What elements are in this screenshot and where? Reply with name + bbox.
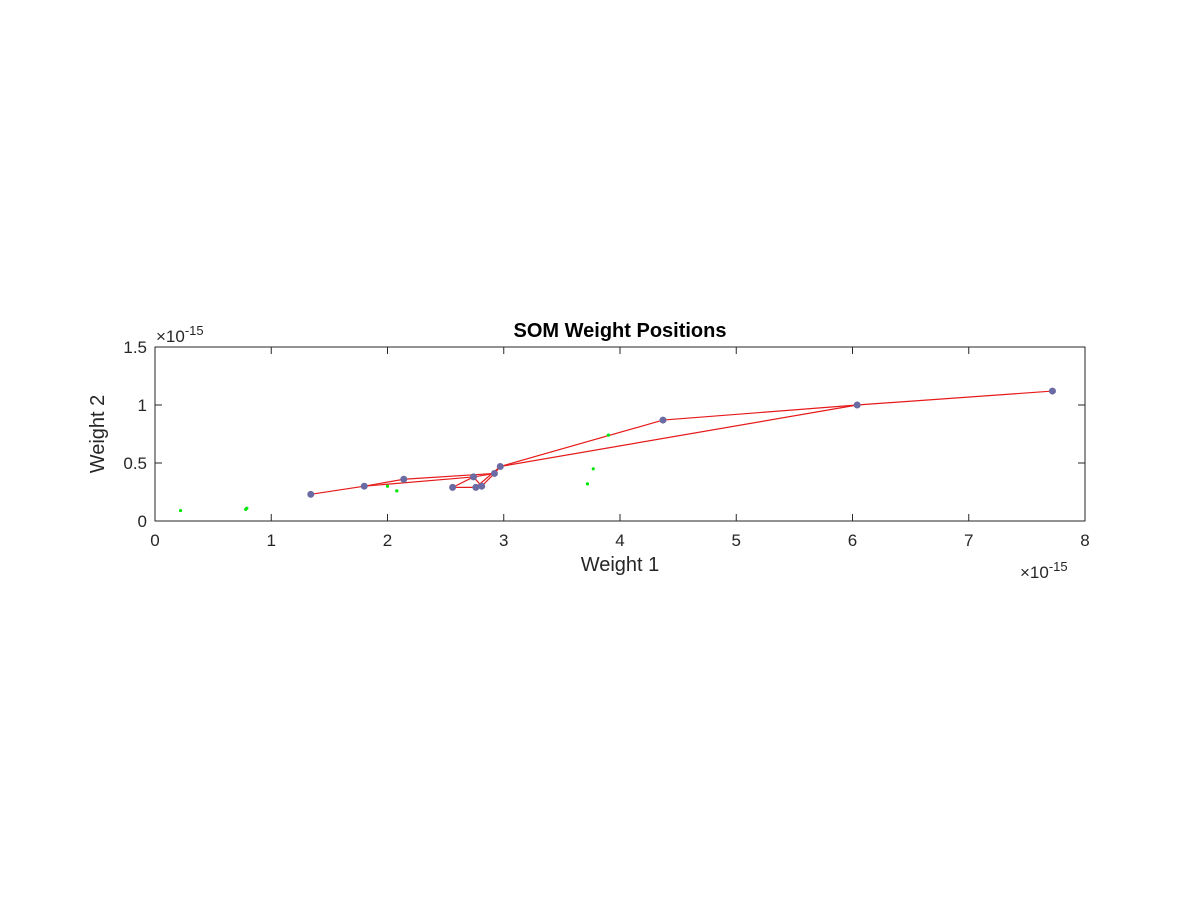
neuron-point — [360, 482, 368, 490]
chart-title: SOM Weight Positions — [514, 320, 727, 342]
neuron-point — [449, 483, 457, 491]
y-axis-label: Weight 2 — [87, 395, 109, 474]
y-multiplier-base: ×10 — [156, 327, 185, 346]
neighbor-link — [500, 404, 858, 468]
neighbor-link — [364, 478, 404, 487]
y-tick-label: 1 — [138, 396, 147, 415]
input-point — [591, 467, 595, 471]
y-axis-multiplier: ×10-15 — [156, 323, 204, 346]
neighbor-link — [364, 476, 474, 487]
input-point — [395, 489, 399, 493]
neuron-point — [659, 416, 667, 424]
x-tick-label: 1 — [267, 531, 276, 550]
neuron-point — [400, 475, 408, 483]
x-multiplier-base: ×10 — [1020, 563, 1049, 582]
neighbor-link — [403, 472, 495, 480]
neighbor-link — [662, 404, 858, 421]
y-tick-label: 0.5 — [123, 454, 147, 473]
input-point — [606, 433, 610, 437]
x-tick-label: 8 — [1080, 531, 1089, 550]
neuron-point — [478, 482, 486, 490]
x-tick-label: 3 — [499, 531, 508, 550]
x-tick-label: 5 — [732, 531, 741, 550]
neighbor-link — [310, 485, 365, 495]
x-multiplier-exp: -15 — [1049, 559, 1068, 574]
input-point — [178, 508, 183, 513]
input-point — [585, 482, 590, 486]
plot-area — [155, 347, 1085, 521]
neuron-point — [853, 401, 861, 409]
neuron-point — [496, 462, 504, 470]
x-tick-label: 2 — [383, 531, 392, 550]
y-tick-label: 0 — [138, 512, 147, 531]
x-tick-label: 6 — [848, 531, 857, 550]
neuron-point — [472, 483, 480, 491]
neighbor-link — [452, 476, 474, 488]
x-axis-multiplier: ×10-15 — [1020, 559, 1068, 582]
neuron-point — [307, 490, 315, 498]
neuron-point — [1048, 387, 1056, 395]
x-tick-label: 4 — [615, 531, 624, 550]
input-point — [385, 484, 390, 488]
input-points-layer — [178, 433, 610, 513]
y-multiplier-exp: -15 — [185, 323, 204, 338]
x-ticks: 0 1 2 3 4 5 6 7 8 — [150, 347, 1090, 550]
y-ticks: 0 0.5 1 1.5 — [123, 338, 1085, 531]
x-tick-label: 0 — [150, 531, 159, 550]
x-axis-label: Weight 1 — [581, 554, 660, 576]
input-point — [245, 506, 249, 510]
x-tick-label: 7 — [964, 531, 973, 550]
neighbor-link — [857, 390, 1053, 406]
neighbor-link — [500, 419, 664, 468]
neurons-layer — [307, 387, 1056, 498]
neuron-point — [490, 469, 498, 477]
y-tick-label: 1.5 — [123, 338, 147, 357]
neuron-point — [470, 473, 478, 481]
